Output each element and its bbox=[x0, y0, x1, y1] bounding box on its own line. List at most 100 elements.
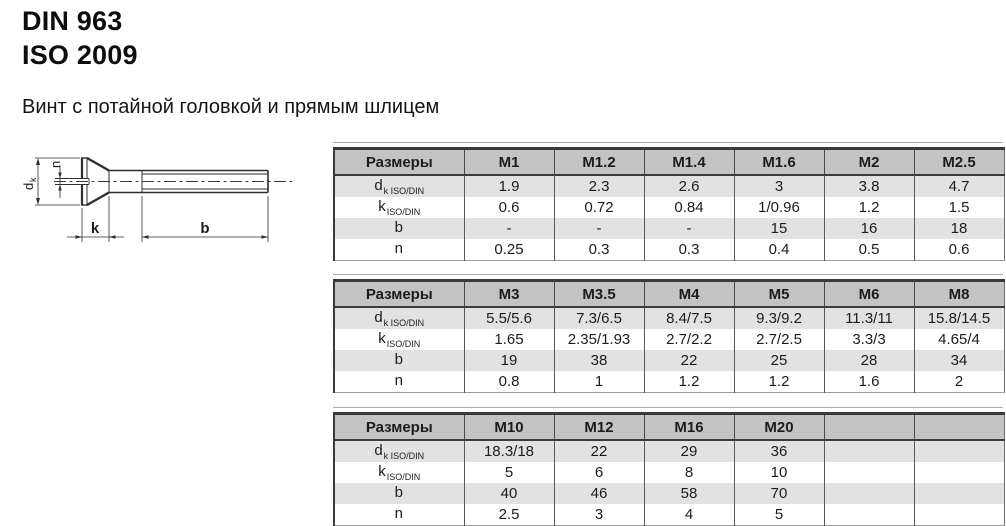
header-cell: M6 bbox=[823, 280, 914, 308]
header-cell: M1.2 bbox=[553, 148, 644, 176]
head-cone-bottom bbox=[86, 191, 110, 207]
row-label: dk ISO/DIN bbox=[334, 307, 464, 329]
document-title: DIN 963 ISO 2009 bbox=[22, 4, 138, 72]
cell: 0.4 bbox=[733, 239, 824, 261]
row-label: n bbox=[334, 504, 464, 526]
cell bbox=[823, 462, 914, 483]
row-label: b bbox=[334, 483, 464, 504]
row-label: b bbox=[334, 218, 464, 239]
cell: 25 bbox=[733, 350, 824, 371]
header-cell: M4 bbox=[643, 280, 734, 308]
cell bbox=[823, 504, 914, 526]
header-cell: Размеры bbox=[334, 413, 464, 441]
header-cell: Размеры bbox=[334, 280, 464, 308]
header-cell: M20 bbox=[733, 413, 824, 441]
table3-header-row: Размеры M10 M12 M16 M20 bbox=[334, 413, 1004, 441]
cell: 2.7/2.5 bbox=[733, 329, 824, 350]
k-label: k bbox=[91, 220, 100, 237]
cell: 0.72 bbox=[553, 197, 644, 218]
cell: 2 bbox=[913, 371, 1004, 393]
cell: 1.2 bbox=[733, 371, 824, 393]
dk-label: d bbox=[21, 183, 36, 190]
cell: 1.2 bbox=[823, 197, 914, 218]
header-cell: M1 bbox=[463, 148, 554, 176]
cell: 5 bbox=[733, 504, 824, 526]
header-cell: M1.6 bbox=[733, 148, 824, 176]
row-label: dk ISO/DIN bbox=[334, 175, 464, 197]
n-label: n bbox=[48, 161, 63, 168]
cell: 19 bbox=[463, 350, 554, 371]
cell: 3.3/3 bbox=[823, 329, 914, 350]
title-iso: ISO 2009 bbox=[22, 40, 138, 70]
cell: 1.2 bbox=[643, 371, 734, 393]
table3-row-k: kISO/DIN 5 6 8 10 bbox=[334, 462, 1004, 483]
table3-row-b: b 40 46 58 70 bbox=[334, 483, 1004, 504]
header-cell: Размеры bbox=[334, 148, 464, 176]
title-din: DIN 963 bbox=[22, 6, 123, 36]
cell: 4 bbox=[643, 504, 734, 526]
table1-row-k: kISO/DIN 0.6 0.72 0.84 1/0.96 1.2 1.5 bbox=[334, 197, 1004, 218]
cell: 9.3/9.2 bbox=[733, 307, 824, 329]
header-cell: M8 bbox=[913, 280, 1004, 308]
row-label: kISO/DIN bbox=[334, 197, 464, 218]
dk-label-sub: k bbox=[28, 177, 38, 182]
cell bbox=[913, 440, 1004, 462]
header-cell bbox=[913, 413, 1004, 441]
row-label: kISO/DIN bbox=[334, 329, 464, 350]
cell: 0.3 bbox=[643, 239, 734, 261]
header-cell: M1.4 bbox=[643, 148, 734, 176]
cell bbox=[823, 483, 914, 504]
cell: 0.6 bbox=[913, 239, 1004, 261]
cell: 2.35/1.93 bbox=[553, 329, 644, 350]
row-label: b bbox=[334, 350, 464, 371]
table2-row-n: n 0.8 1 1.2 1.2 1.6 2 bbox=[334, 371, 1004, 393]
cell: 1.6 bbox=[823, 371, 914, 393]
cell: 38 bbox=[553, 350, 644, 371]
row-label: n bbox=[334, 371, 464, 393]
cell: 46 bbox=[553, 483, 644, 504]
header-cell bbox=[823, 413, 914, 441]
cell: 1/0.96 bbox=[733, 197, 824, 218]
table2-header-row: Размеры M3 M3.5 M4 M5 M6 M8 bbox=[334, 280, 1004, 308]
cell: 28 bbox=[823, 350, 914, 371]
cell: 15.8/14.5 bbox=[913, 307, 1004, 329]
cell: - bbox=[643, 218, 734, 239]
cell: 18 bbox=[913, 218, 1004, 239]
cell: 4.7 bbox=[913, 175, 1004, 197]
cell: 70 bbox=[733, 483, 824, 504]
cell: 8 bbox=[643, 462, 734, 483]
cell bbox=[823, 440, 914, 462]
cell: 0.6 bbox=[463, 197, 554, 218]
cell: 10 bbox=[733, 462, 824, 483]
page-subtitle: Винт с потайной головкой и прямым шлицем bbox=[22, 96, 440, 118]
cell: 0.5 bbox=[823, 239, 914, 261]
header-cell: M5 bbox=[733, 280, 824, 308]
cell: - bbox=[553, 218, 644, 239]
cell: 7.3/6.5 bbox=[553, 307, 644, 329]
header-cell: M10 bbox=[463, 413, 554, 441]
cell: 5.5/5.6 bbox=[463, 307, 554, 329]
cell: 2.7/2.2 bbox=[643, 329, 734, 350]
row-label: n bbox=[334, 239, 464, 261]
table1-header-row: Размеры M1 M1.2 M1.4 M1.6 M2 M2.5 bbox=[334, 148, 1004, 176]
header-cell: M16 bbox=[643, 413, 734, 441]
head-cone-top bbox=[86, 156, 110, 172]
table2-row-dk: dk ISO/DIN 5.5/5.6 7.3/6.5 8.4/7.5 9.3/9… bbox=[334, 307, 1004, 329]
cell: 34 bbox=[913, 350, 1004, 371]
cell bbox=[913, 462, 1004, 483]
cell: 3 bbox=[733, 175, 824, 197]
cell: 5 bbox=[463, 462, 554, 483]
cell: 0.25 bbox=[463, 239, 554, 261]
cell: 29 bbox=[643, 440, 734, 462]
cell: 1.9 bbox=[463, 175, 554, 197]
cell: 0.3 bbox=[553, 239, 644, 261]
cell: 6 bbox=[553, 462, 644, 483]
cell: 1 bbox=[553, 371, 644, 393]
table2-row-b: b 19 38 22 25 28 34 bbox=[334, 350, 1004, 371]
table3-row-dk: dk ISO/DIN 18.3/18 22 29 36 bbox=[334, 440, 1004, 462]
cell: 40 bbox=[463, 483, 554, 504]
cell: 15 bbox=[733, 218, 824, 239]
cell: 2.3 bbox=[553, 175, 644, 197]
table2-row-k: kISO/DIN 1.65 2.35/1.93 2.7/2.2 2.7/2.5 … bbox=[334, 329, 1004, 350]
header-cell: M3 bbox=[463, 280, 554, 308]
